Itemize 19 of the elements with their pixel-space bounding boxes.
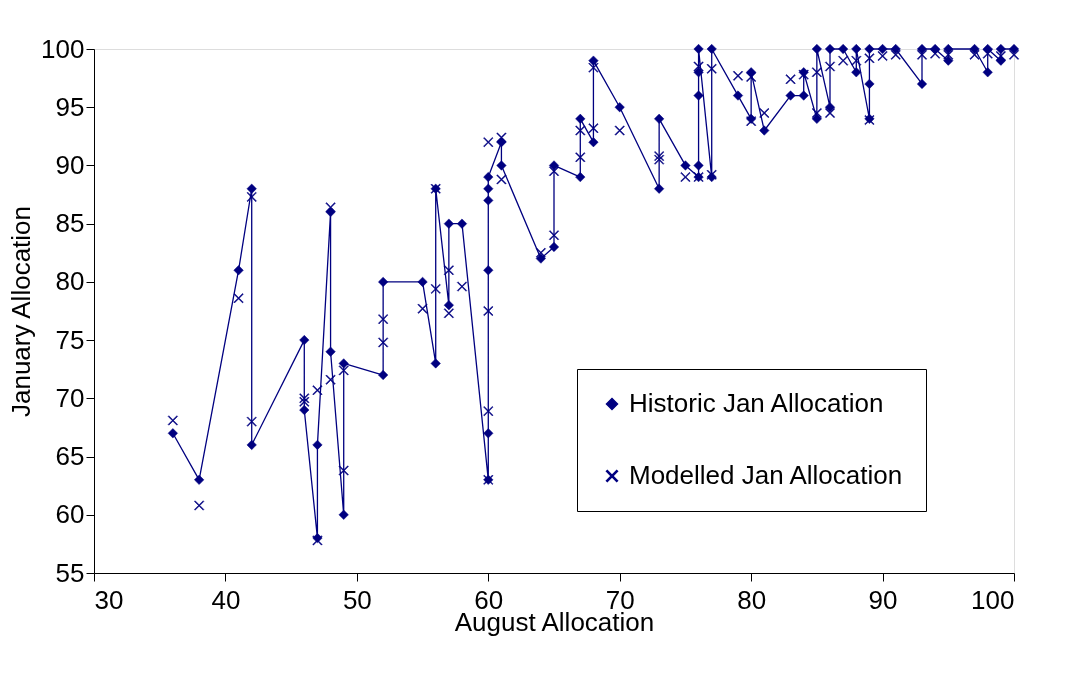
y-tick-label: 95 [55, 91, 85, 122]
y-tick-label: 65 [55, 441, 85, 472]
x-tick-label: 50 [342, 584, 372, 615]
y-tick-label: 60 [55, 499, 85, 530]
x-tick-label: 90 [868, 584, 898, 615]
y-tick-label: 85 [55, 208, 85, 239]
y-tick-label: 80 [55, 266, 85, 297]
y-tick-label: 55 [55, 557, 85, 588]
y-tick-label: 100 [41, 33, 85, 64]
x-tick-label: 30 [94, 584, 124, 615]
legend-label: Historic Jan Allocation [629, 388, 884, 418]
legend-label: Modelled Jan Allocation [629, 460, 903, 490]
x-tick-label: 40 [211, 584, 241, 615]
x-tick-label: 100 [971, 584, 1015, 615]
y-tick-label: 75 [55, 324, 85, 355]
y-tick-label: 70 [55, 382, 85, 413]
y-axis-title: January Allocation [6, 205, 37, 418]
y-tick-label: 90 [55, 149, 85, 180]
x-tick-label: 80 [737, 584, 767, 615]
